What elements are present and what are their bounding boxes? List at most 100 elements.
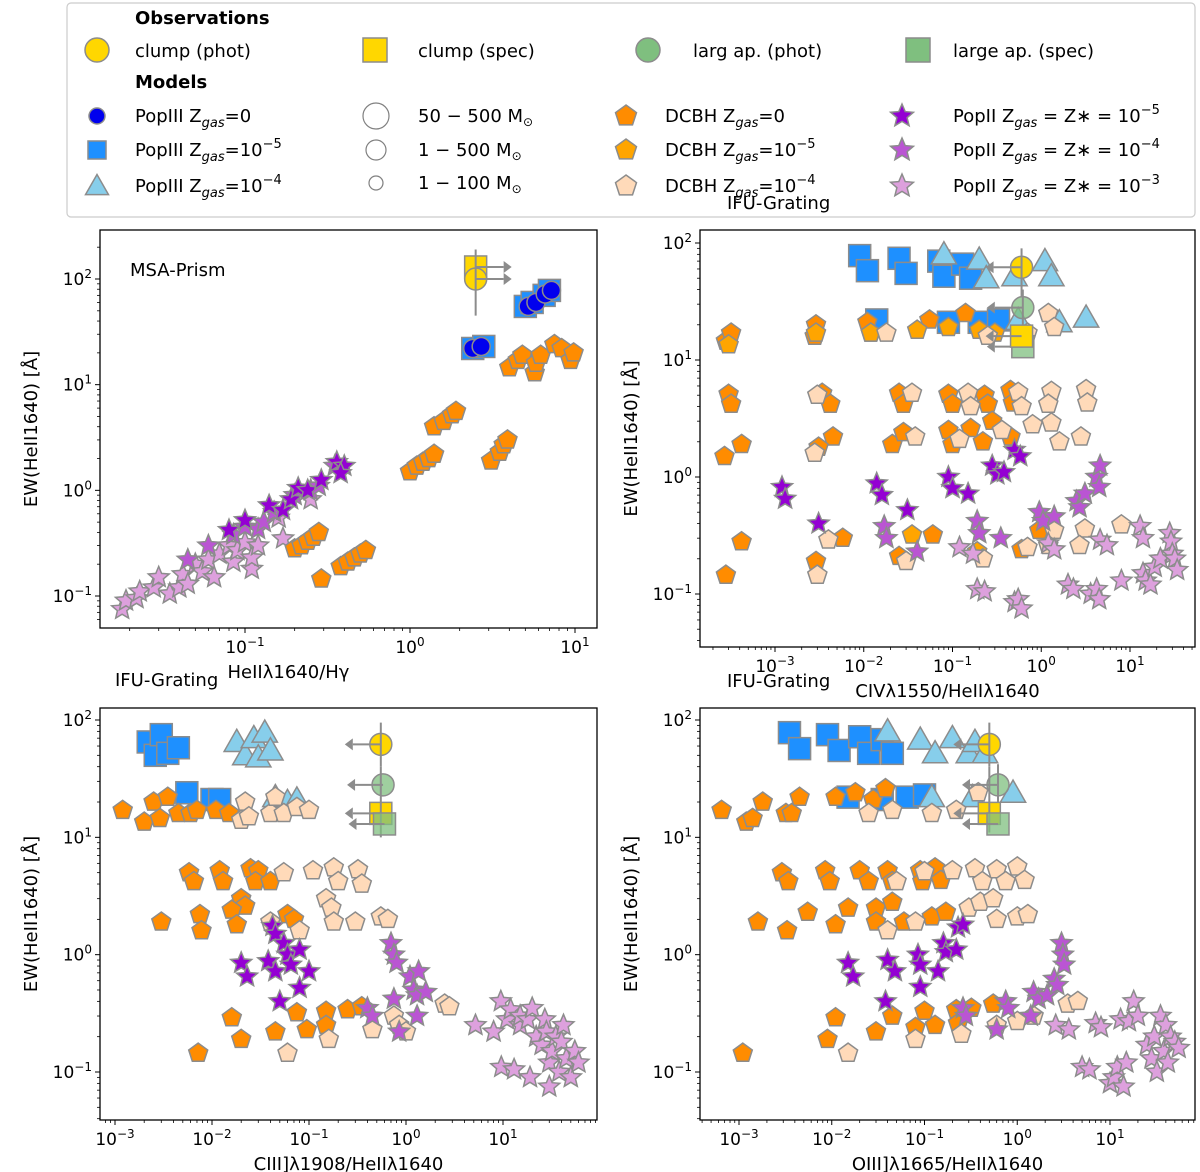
data-point-pop3_z4 [1072,303,1101,328]
data-point-pop2_z4 [1051,951,1077,976]
legend-pop3_z4-label: PopIII Zgas=10−4 [135,173,282,201]
y-tick-label: 102 [63,708,92,731]
data-point-dcbh_z0 [212,870,234,891]
data-point-dcbh_z0 [845,781,866,802]
data-point-dcbh_z0 [819,870,841,891]
data-point-pop2_z4 [384,949,409,974]
data-point-pop3_z4 [921,739,950,764]
x-tick-label: 100 [1027,654,1056,677]
arrow-head-icon [503,273,512,285]
y-axis-label: EW(HeII1640) [Å] [620,360,642,516]
data-point-pop2_z3 [562,1038,588,1062]
data-point-dcbh_z4 [302,859,324,880]
data-point-pop2_z4 [378,930,404,954]
data-point-dcbh_z0 [825,913,846,934]
series-pop2_z4 [355,930,439,1043]
data-point-dcbh_z4 [1017,903,1039,924]
data-point-dcbh_z0 [731,433,752,454]
x-tick-label: 10−2 [844,654,883,677]
data-point-pop2_z3 [1088,1014,1114,1038]
data-point-pop2_z5 [769,474,795,498]
data-point-pop2_z3 [245,532,271,557]
data-point-pop2_z3 [1125,1003,1151,1027]
minor-ticks [97,724,596,1123]
data-point-dcbh_z4 [995,870,1017,891]
legend-imf_1_100-marker [368,175,384,191]
data-point-dcbh_z4 [960,395,981,416]
data-point-dcbh_z0 [935,901,957,922]
data-point-dcbh_z5 [938,316,959,337]
data-point-pop2_z4 [196,532,221,557]
data-point-pop2_z5 [263,958,288,982]
data-point-dcbh_z4 [1022,413,1044,434]
data-point-pop2_z3 [1121,988,1146,1012]
series-pop2_z5 [769,437,1033,535]
markers [714,240,1190,620]
arrow-head-icon [344,738,353,751]
x-tick-label: 10−1 [933,654,972,677]
data-point-pop2_z3 [1009,595,1034,620]
data-point-pop2_z3 [566,1049,591,1074]
data-point-pop2_z5 [882,958,908,982]
data-point-dcbh_z4 [238,805,260,826]
data-point-pop2_z3 [1164,557,1190,581]
data-point-pop2_z3 [1041,536,1067,560]
legend-pop2_z3-label: PopII Zgas = Z∗ = 10−3 [953,173,1160,201]
data-point-pop2_z5 [955,480,981,505]
data-point-pop2_z4 [1087,452,1113,477]
data-point-dcbh_z0 [960,417,981,438]
data-point-dcbh_z4 [818,528,839,549]
arrow-head-icon [986,340,995,353]
data-point-dcbh_z4 [1111,513,1132,534]
legend-large_spec-marker [905,37,931,63]
y-axis-label: EW(HeII1640) [Å] [620,836,642,992]
data-point-dcbh_z4 [905,911,926,931]
data-point-dcbh_z0 [221,1006,243,1027]
data-point-dcbh_z0 [355,539,377,560]
legend-pop2_z5-marker [888,102,916,128]
legend-pop2_z5-label: PopII Zgas = Z∗ = 10−5 [953,103,1160,131]
y-tick-label: 10−1 [653,582,692,605]
data-point-dcbh_z0 [817,1028,838,1049]
series-pop2_z4 [871,452,1113,563]
data-point-pop2_z5 [840,963,866,988]
markers [112,718,591,1098]
data-point-pop2_z3 [488,1054,514,1078]
annotation-ifu-grating: IFU-Grating [115,670,218,691]
legend-pop3_z0-label: PopIII Zgas=0 [135,106,251,131]
data-point-pop2_z4 [1067,494,1092,518]
series-pop2_z3 [947,513,1190,620]
data-point-dcbh_z0 [858,870,880,891]
data-point-dcbh_z0 [149,807,171,828]
data-point-pop2_z4 [995,995,1021,1019]
data-point-pop3_z0 [471,336,491,357]
x-tick-label: 10−3 [755,654,794,677]
y-tick-label: 102 [63,267,92,290]
data-point-dcbh_z4 [323,911,345,931]
legend-pop3_z0-marker [88,107,106,125]
panel-hell-hgamma: 10−1 100 101 10−1 100 101 102 HeIIλ1640/Hγ EW(He… [20,229,598,691]
data-point-pop2_z5 [772,485,798,510]
data-point-dcbh_z4 [1067,990,1089,1011]
data-point-dcbh_z4 [327,870,349,891]
data-point-pop3_z4 [1037,262,1066,287]
annotation-msa-prism: MSA-Prism [130,260,226,281]
data-point-pop3_z4 [256,736,285,761]
legend-clump_spec-label: clump (spec) [418,41,535,62]
arrow-head-icon [986,301,995,314]
data-point-pop2_z4 [874,525,899,549]
data-point-pop2_z5 [943,936,969,961]
series-pop2_z3 [1043,988,1191,1098]
data-point-pop3_z4 [972,264,1001,289]
data-point-dcbh_z4 [886,870,907,891]
data-point-dcbh_z0 [922,523,944,544]
data-point-dcbh_z4 [876,322,897,342]
x-tick-label: 10−1 [225,635,264,658]
data-point-pop2_z3 [201,564,227,588]
arrow-head-icon [961,778,970,791]
y-tick-label: 100 [663,465,692,488]
x-tick-label: 100 [1003,1127,1032,1150]
data-point-dcbh_z0 [150,911,172,931]
data-point-pop2_z4 [413,979,439,1003]
